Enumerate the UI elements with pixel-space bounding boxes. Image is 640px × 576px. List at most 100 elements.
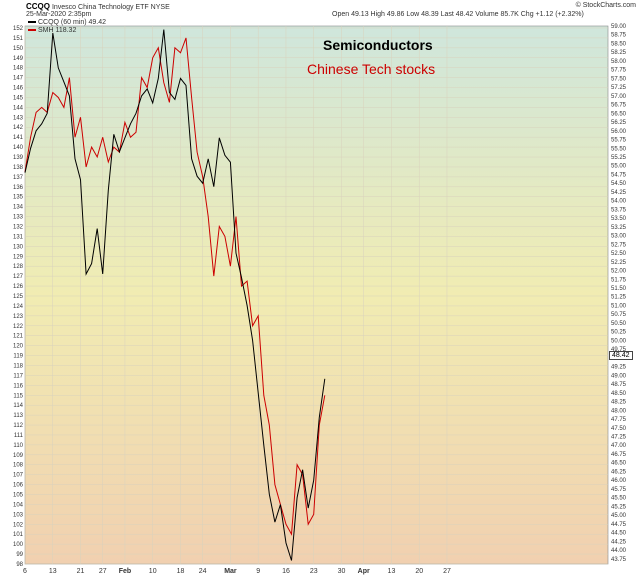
left-tick-label: 112: [13, 423, 23, 429]
right-tick-label: 55.50: [611, 146, 627, 152]
left-tick-label: 115: [13, 393, 23, 399]
ohlc-stats: Open 49.13 High 49.86 Low 48.39 Last 48.…: [332, 11, 584, 18]
left-tick-label: 100: [13, 542, 24, 548]
left-tick-label: 132: [13, 225, 24, 231]
right-tick-label: 47.25: [611, 434, 627, 440]
left-tick-label: 122: [13, 324, 24, 330]
left-tick-label: 111: [14, 433, 24, 439]
right-tick-label: 44.25: [611, 539, 627, 545]
right-tick-label: 54.50: [611, 181, 627, 187]
left-tick-label: 99: [16, 552, 23, 558]
left-tick-label: 123: [13, 314, 24, 320]
left-tick-label: 102: [13, 522, 24, 528]
x-tick-label: 30: [338, 568, 346, 575]
right-tick-label: 57.50: [611, 76, 627, 82]
plot-background: [24, 25, 609, 565]
left-axis: 98 99 100 101 102 103 104 105 106 107 108 109 110 111…: [13, 26, 24, 568]
legend-swatch-ccqq: [28, 21, 36, 24]
left-tick-label: 146: [13, 86, 24, 92]
ticker-name: Invesco China Technology ETF: [51, 4, 149, 11]
right-tick-label: 52.50: [611, 251, 627, 257]
right-tick-label: 55.00: [611, 164, 627, 170]
left-tick-label: 101: [13, 532, 24, 538]
right-tick-label: 53.00: [611, 234, 627, 240]
left-tick-label: 143: [13, 115, 24, 121]
right-tick-label: 54.00: [611, 199, 627, 205]
left-tick-label: 139: [13, 155, 24, 161]
right-tick-label: 49.00: [611, 373, 627, 379]
right-tick-label: 56.75: [611, 103, 627, 109]
right-tick-label: 46.50: [611, 461, 627, 467]
x-tick-label: Apr: [358, 568, 370, 575]
right-tick-label: 58.75: [611, 33, 627, 39]
x-tick-label: 9: [256, 568, 260, 575]
left-tick-label: 145: [13, 95, 24, 101]
legend-smh: SMH 118.32: [28, 27, 76, 34]
right-tick-label: 51.50: [611, 286, 627, 292]
left-tick-label: 140: [13, 145, 24, 151]
left-tick-label: 135: [13, 195, 24, 201]
right-tick-label: 45.25: [611, 504, 627, 510]
left-tick-label: 106: [13, 483, 24, 489]
left-tick-label: 110: [13, 443, 23, 449]
right-tick-label: 46.75: [611, 452, 627, 458]
left-tick-label: 103: [13, 512, 24, 518]
x-tick-label: 27: [99, 568, 107, 575]
x-tick-label: 20: [415, 568, 423, 575]
left-tick-label: 128: [13, 264, 24, 270]
exchange: NYSE: [150, 4, 170, 11]
left-tick-label: 119: [13, 354, 23, 360]
right-tick-label: 48.75: [611, 382, 627, 388]
right-tick-label: 48.25: [611, 400, 627, 406]
chart-date: 25-Mar-2020 2:35pm: [26, 11, 92, 18]
left-tick-label: 117: [13, 373, 23, 379]
right-tick-label: 55.75: [611, 138, 627, 144]
left-tick-label: 127: [13, 274, 24, 280]
right-tick-label: 45.50: [611, 496, 627, 502]
left-tick-label: 138: [13, 165, 24, 171]
right-tick-label: 50.25: [611, 330, 627, 336]
right-tick-label: 53.75: [611, 207, 627, 213]
right-tick-label: 44.75: [611, 522, 627, 528]
right-tick-label: 44.00: [611, 548, 627, 554]
right-tick-label: 51.00: [611, 303, 627, 309]
series-line-smh: [24, 37, 326, 536]
legend-text-smh: SMH 118.32: [37, 27, 77, 34]
left-tick-label: 120: [13, 344, 24, 350]
right-tick-label: 58.50: [611, 41, 627, 47]
right-tick-label: 56.25: [611, 120, 627, 126]
right-tick-label: 53.50: [611, 216, 627, 222]
right-tick-label: 54.25: [611, 190, 627, 196]
x-tick-label: 13: [49, 568, 57, 575]
left-tick-label: 137: [13, 175, 24, 181]
legend-swatch-smh: [28, 29, 36, 32]
left-tick-label: 150: [13, 46, 24, 52]
annotation-chinese-tech: Chinese Tech stocks: [307, 61, 436, 77]
right-tick-label: 47.50: [611, 426, 627, 432]
right-tick-label: 57.75: [611, 68, 627, 74]
ticker-symbol: CCQQ: [26, 2, 50, 11]
left-tick-label: 114: [13, 403, 23, 409]
right-tick-label: 54.75: [611, 172, 627, 178]
legend-text-ccqq: CCQQ (60 min) 49.42: [37, 19, 107, 26]
left-tick-label: 134: [13, 205, 24, 211]
left-tick-label: 105: [13, 493, 24, 499]
right-tick-label: 50.75: [611, 312, 627, 318]
right-tick-label: 56.50: [611, 111, 627, 117]
right-tick-label: 59.00: [611, 24, 627, 30]
right-axis: 43.75 44.00 44.25 44.50 44.75 45.00 45.25 45.50…: [611, 24, 627, 563]
left-tick-label: 113: [13, 413, 23, 419]
x-tick-label: 16: [282, 568, 290, 575]
right-tick-label: 57.25: [611, 85, 627, 91]
right-tick-label: 49.25: [611, 365, 627, 371]
left-tick-label: 116: [13, 383, 23, 389]
left-tick-label: 104: [13, 502, 24, 508]
x-tick-label: 6: [23, 568, 27, 575]
left-tick-label: 149: [13, 56, 24, 62]
right-tick-label: 58.25: [611, 50, 627, 56]
right-tick-label: 55.25: [611, 155, 627, 161]
right-tick-label: 51.75: [611, 277, 627, 283]
left-tick-label: 144: [13, 105, 24, 111]
left-tick-label: 151: [13, 36, 24, 42]
